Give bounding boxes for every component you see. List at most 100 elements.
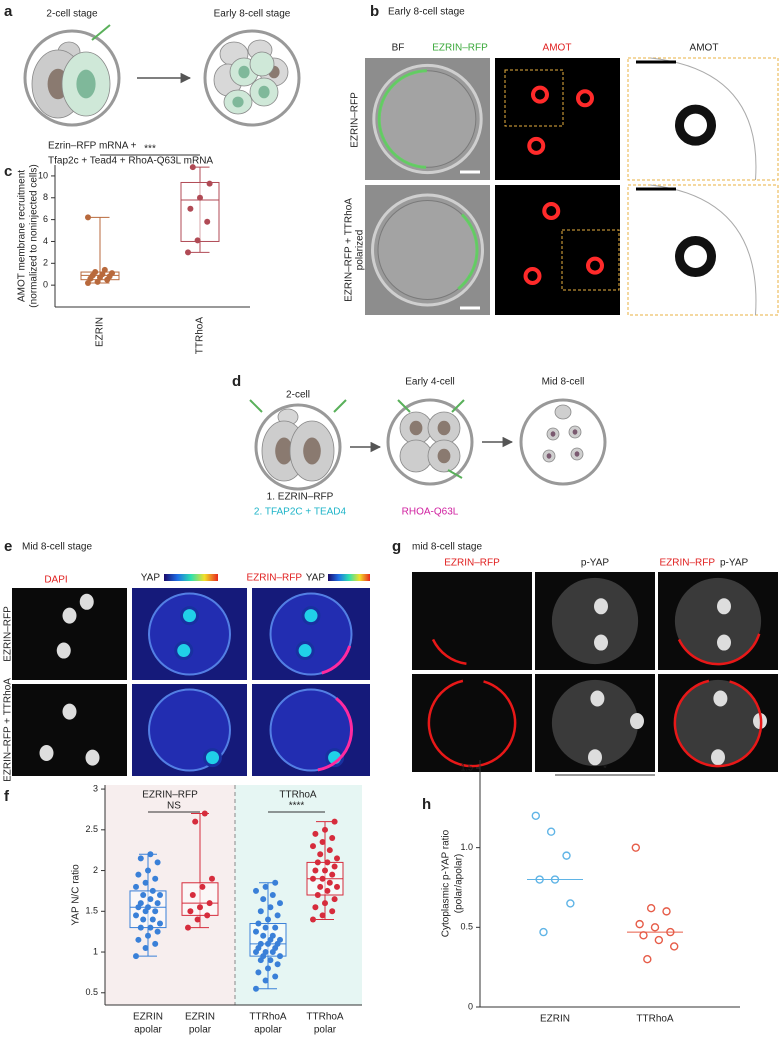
data-point — [310, 916, 316, 923]
x-tick-label: polar — [189, 1025, 212, 1036]
ezrin-signal — [317, 697, 353, 772]
data-point — [654, 935, 664, 945]
data-point — [154, 859, 161, 866]
cell — [249, 51, 275, 77]
data-point — [326, 847, 333, 854]
data-point — [109, 270, 115, 277]
injection-needle — [91, 24, 111, 41]
label: AMOT — [690, 43, 719, 54]
data-point — [197, 904, 203, 911]
label: 2-cell stage — [46, 9, 98, 20]
data-point — [566, 899, 575, 908]
y-tick-label: 1.5 — [460, 762, 473, 772]
data-point — [204, 218, 211, 225]
y-tick-label: 1 — [93, 946, 98, 956]
data-point — [331, 863, 338, 870]
nucleus — [303, 437, 321, 465]
nucleus — [594, 634, 608, 651]
nucleus — [437, 448, 451, 464]
x-tick-label: EZRIN — [95, 317, 106, 347]
data-point — [267, 904, 274, 911]
data-point — [187, 908, 194, 915]
ezrin-signal — [677, 633, 761, 666]
data-point — [310, 843, 316, 850]
data-point — [253, 985, 259, 992]
injection-needle — [333, 399, 347, 413]
data-point — [319, 875, 326, 882]
y-tick-label: 1.0 — [460, 842, 473, 852]
row-label: EZRIN–RFP + TTRhoA — [3, 678, 14, 782]
data-point — [154, 900, 161, 907]
zona — [386, 398, 474, 486]
cell-outline — [650, 184, 757, 316]
nucleus — [437, 420, 451, 436]
label: EZRIN–RFP — [444, 558, 500, 569]
label: EZRIN–RFP — [432, 43, 488, 54]
y-tick-label: 4 — [43, 236, 48, 246]
embryo — [269, 592, 353, 676]
data-point — [317, 851, 324, 858]
data-point — [274, 912, 281, 919]
data-point — [265, 965, 271, 972]
data-point — [322, 867, 328, 874]
data-point — [101, 266, 108, 273]
data-point — [326, 879, 333, 886]
data-point — [257, 908, 264, 915]
data-point — [631, 843, 640, 852]
data-point — [334, 883, 340, 890]
data-point — [329, 834, 336, 841]
label: p-YAP — [581, 558, 609, 569]
nucleus — [258, 85, 270, 99]
data-point — [262, 924, 269, 931]
data-point — [135, 936, 142, 943]
embryo — [674, 679, 762, 767]
amot-spot — [531, 85, 549, 104]
nucleus — [56, 642, 71, 659]
data-point — [185, 924, 191, 931]
nucleus — [79, 593, 94, 610]
micrograph — [12, 684, 127, 776]
nucleus — [574, 451, 580, 457]
micrograph — [627, 184, 779, 316]
data-point — [322, 826, 328, 833]
label: Ezrin–RFP mRNA + — [48, 141, 137, 152]
panel-label: c — [4, 163, 12, 180]
micrograph — [495, 185, 620, 315]
nucleus — [238, 65, 250, 79]
cell-outline — [650, 57, 757, 181]
label: 1. EZRIN–RFP — [267, 492, 334, 503]
data-point — [650, 923, 660, 932]
y-axis-label: (normalized to noninjected cells) — [29, 164, 40, 307]
data-point — [85, 214, 91, 221]
data-point — [137, 924, 144, 931]
data-point — [643, 954, 652, 964]
data-point — [272, 879, 279, 886]
ezrin-signal — [427, 679, 517, 768]
colorbar — [328, 574, 370, 581]
data-point — [152, 940, 159, 947]
data-point — [135, 871, 142, 878]
nucleus — [630, 713, 644, 730]
y-axis-label: YAP N/C ratio — [71, 864, 82, 926]
label: BF — [392, 43, 405, 54]
data-point — [319, 839, 326, 846]
data-point — [255, 969, 262, 976]
ezrin-signal — [673, 679, 763, 768]
y-tick-label: 2.5 — [85, 824, 98, 834]
data-point — [262, 977, 269, 984]
embryo — [551, 679, 639, 767]
panel-label: b — [370, 3, 379, 20]
data-point — [546, 827, 556, 836]
data-point — [317, 883, 324, 890]
zoom-box — [561, 229, 620, 291]
nucleus — [203, 748, 222, 768]
cell — [554, 404, 572, 420]
nucleus — [572, 429, 578, 435]
y-tick-label: 8 — [43, 192, 48, 202]
amot-spot — [586, 256, 604, 275]
x-tick-label: TTRhoA — [306, 1012, 344, 1023]
embryo — [674, 577, 762, 665]
nucleus — [594, 598, 608, 615]
data-point — [257, 940, 264, 947]
y-tick-label: 6 — [43, 214, 48, 224]
